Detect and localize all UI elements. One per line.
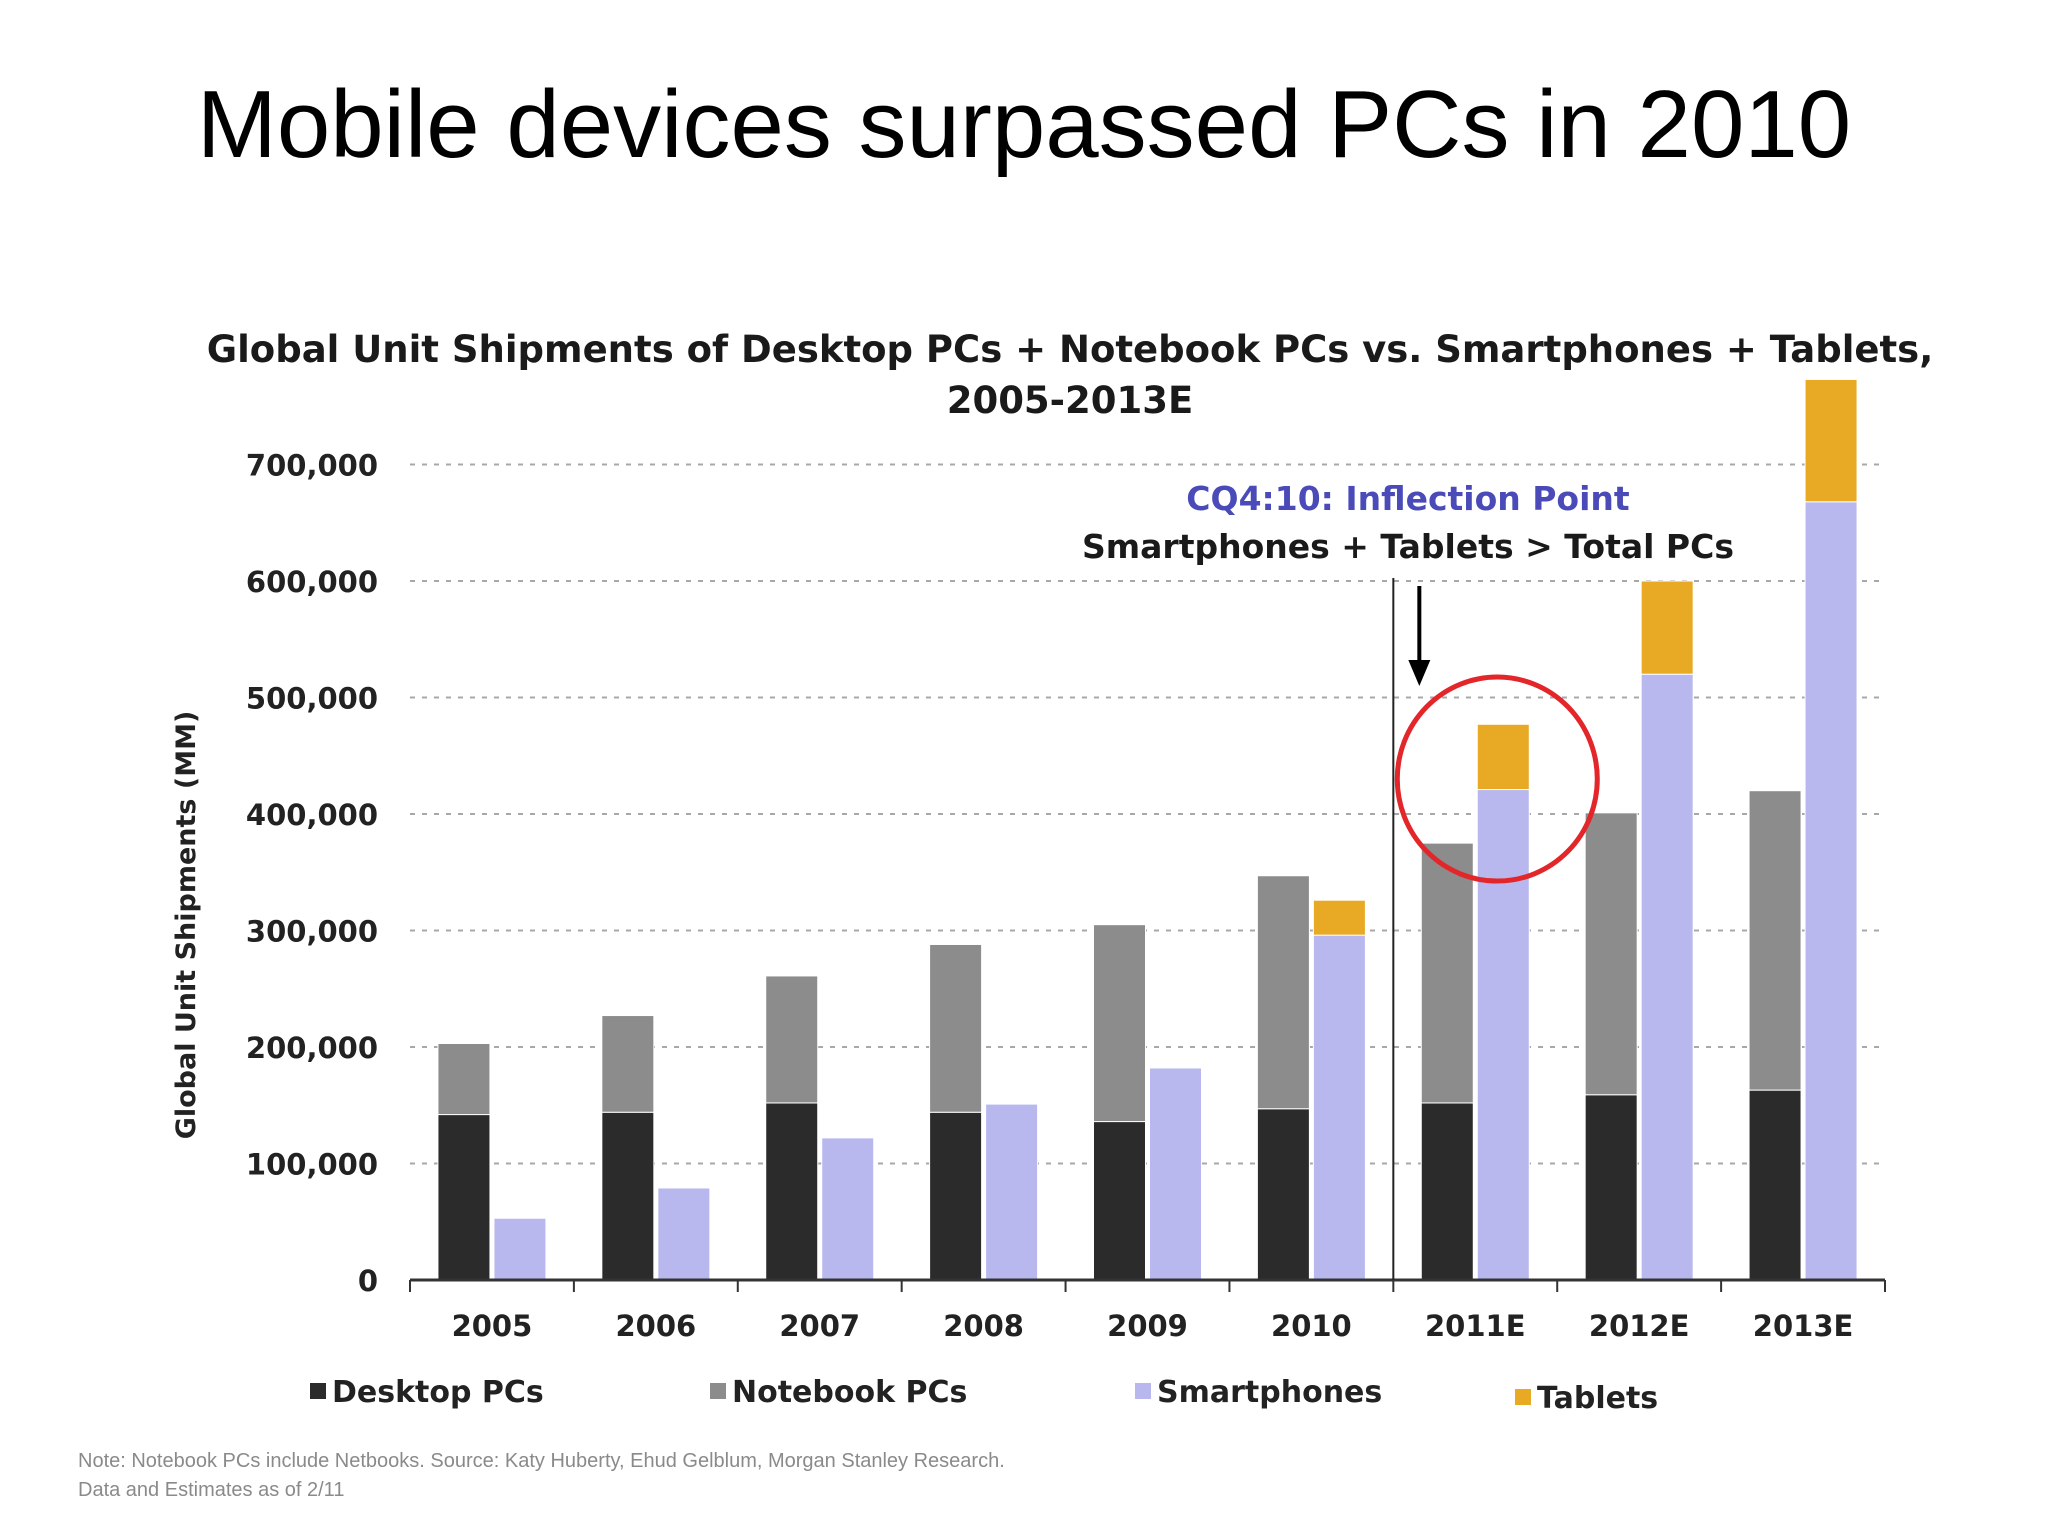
x-tick-label: 2007	[779, 1309, 860, 1343]
x-tick-label: 2012E	[1589, 1309, 1690, 1343]
chart-subtitle: 2005-2013E	[947, 379, 1194, 422]
y-tick-label: 700,000	[246, 449, 378, 483]
y-tick-label: 200,000	[246, 1031, 378, 1065]
bar-desktop-pcs-2009	[1093, 1121, 1146, 1281]
bar-notebook-pcs-2007	[765, 975, 819, 1104]
x-axis	[409, 1278, 1886, 1292]
legend-label-tablets: Tablets	[1537, 1381, 1658, 1416]
legend-swatch-notebook-pcs	[710, 1383, 726, 1399]
legend-swatch-smartphones	[1135, 1383, 1151, 1399]
x-tick-label: 2013E	[1753, 1309, 1854, 1343]
bar-smartphones-2013e	[1804, 501, 1858, 1281]
bar-smartphones-2006	[657, 1187, 711, 1281]
legend-label-smartphones: Smartphones	[1157, 1375, 1382, 1410]
x-tick-label: 2005	[452, 1309, 533, 1343]
arrow-head-icon	[1408, 660, 1431, 686]
bar-notebook-pcs-2010	[1256, 875, 1310, 1110]
y-axis-label: Global Unit Shipments (MM)	[171, 711, 202, 1140]
legend-label-notebook-pcs: Notebook PCs	[732, 1375, 967, 1410]
bar-desktop-pcs-2012e	[1584, 1094, 1638, 1281]
x-tick-label: 2006	[615, 1309, 696, 1343]
bar-desktop-pcs-2011e	[1420, 1102, 1474, 1281]
bar-smartphones-2005	[493, 1217, 547, 1281]
annotation-inflection-point: CQ4:10: Inflection Point	[1186, 479, 1630, 518]
legend-label-desktop-pcs: Desktop PCs	[332, 1375, 544, 1410]
annotation-comparison: Smartphones + Tablets > Total PCs	[1082, 527, 1734, 566]
bar-notebook-pcs-2011e	[1420, 842, 1474, 1104]
x-tick-label: 2008	[943, 1309, 1024, 1343]
bar-desktop-pcs-2006	[601, 1111, 655, 1281]
bar-tablets-2010	[1312, 899, 1366, 936]
y-tick-label: 300,000	[246, 915, 378, 949]
source-note: Note: Notebook PCs include Netbooks. Sou…	[78, 1450, 1005, 1472]
data-date-note: Data and Estimates as of 2/11	[78, 1479, 344, 1501]
inflection-annotation: CQ4:10: Inflection Point Smartphones + T…	[1082, 479, 1734, 1280]
bar-smartphones-2011e	[1476, 789, 1530, 1281]
bar-smartphones-2010	[1312, 934, 1366, 1281]
bar-tablets-2012e	[1640, 580, 1694, 675]
slide-title: Mobile devices surpassed PCs in 2010	[196, 71, 1852, 178]
bar-notebook-pcs-2006	[601, 1015, 655, 1113]
y-tick-label: 0	[358, 1264, 378, 1298]
y-tick-label: 400,000	[246, 798, 378, 832]
bar-desktop-pcs-2013e	[1748, 1089, 1802, 1281]
bar-tablets-2013e	[1804, 378, 1858, 503]
y-tick-label: 100,000	[246, 1148, 378, 1182]
legend-swatch-tablets	[1515, 1389, 1531, 1405]
bar-notebook-pcs-2012e	[1584, 812, 1638, 1096]
bar-notebook-pcs-2013e	[1748, 790, 1802, 1091]
legend-swatch-desktop-pcs	[310, 1383, 326, 1399]
chart-title: Global Unit Shipments of Desktop PCs + N…	[207, 328, 1934, 371]
bar-desktop-pcs-2005	[437, 1114, 491, 1281]
bar-smartphones-2012e	[1640, 673, 1694, 1281]
legend: Desktop PCs Notebook PCs Smartphones Tablet…	[310, 1375, 1658, 1416]
bar-smartphones-2008	[985, 1103, 1039, 1281]
bar-tablets-2011e	[1476, 723, 1530, 791]
x-tick-label: 2009	[1107, 1309, 1188, 1343]
bar-desktop-pcs-2007	[765, 1102, 819, 1281]
bar-notebook-pcs-2008	[929, 943, 983, 1113]
y-tick-label: 600,000	[246, 565, 378, 599]
bar-desktop-pcs-2010	[1256, 1108, 1310, 1281]
bar-notebook-pcs-2005	[437, 1043, 491, 1116]
highlight-circle	[1394, 674, 1600, 884]
bar-smartphones-2009	[1149, 1067, 1202, 1281]
bars	[437, 378, 1858, 1281]
bar-desktop-pcs-2008	[929, 1111, 983, 1281]
y-axis-ticks: 0 100,000 200,000 300,000 400,000 500,000 600,…	[246, 449, 378, 1299]
x-tick-label: 2011E	[1425, 1309, 1526, 1343]
x-axis-ticks: 2005 2006 2007 2008 2009 2010 2011E 2012E 2013E	[452, 1309, 1854, 1343]
x-tick-label: 2010	[1271, 1309, 1352, 1343]
bar-notebook-pcs-2009	[1093, 924, 1146, 1123]
bar-smartphones-2007	[821, 1137, 875, 1281]
y-tick-label: 500,000	[246, 682, 378, 716]
